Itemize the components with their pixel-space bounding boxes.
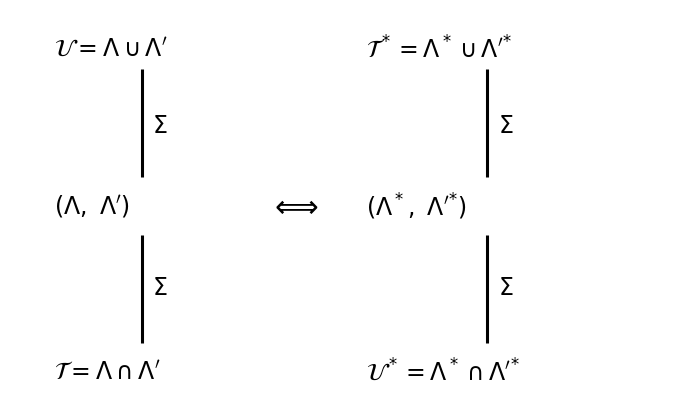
Text: $(\Lambda^*,\ \Lambda'^{*})$: $(\Lambda^*,\ \Lambda'^{*})$: [366, 192, 466, 221]
Text: $\mathcal{T}^* = \Lambda^* \cup \Lambda'^{*}$: $\mathcal{T}^* = \Lambda^* \cup \Lambda'…: [366, 36, 512, 63]
Text: $(\Lambda,\ \Lambda')$: $(\Lambda,\ \Lambda')$: [54, 193, 130, 220]
Text: $\Longleftrightarrow$: $\Longleftrightarrow$: [269, 192, 320, 221]
Text: $\Sigma$: $\Sigma$: [498, 275, 513, 299]
Text: $\mathcal{U} = \Lambda \cup \Lambda'$: $\mathcal{U} = \Lambda \cup \Lambda'$: [54, 38, 168, 62]
Text: $\Sigma$: $\Sigma$: [498, 114, 513, 138]
Text: $\Sigma$: $\Sigma$: [152, 114, 168, 138]
Text: $\mathcal{U}^* = \Lambda^* \cap \Lambda'^{*}$: $\mathcal{U}^* = \Lambda^* \cap \Lambda'…: [366, 358, 519, 385]
Text: $\mathcal{T} = \Lambda \cap \Lambda'$: $\mathcal{T} = \Lambda \cap \Lambda'$: [54, 360, 160, 384]
Text: $\Sigma$: $\Sigma$: [152, 275, 168, 299]
